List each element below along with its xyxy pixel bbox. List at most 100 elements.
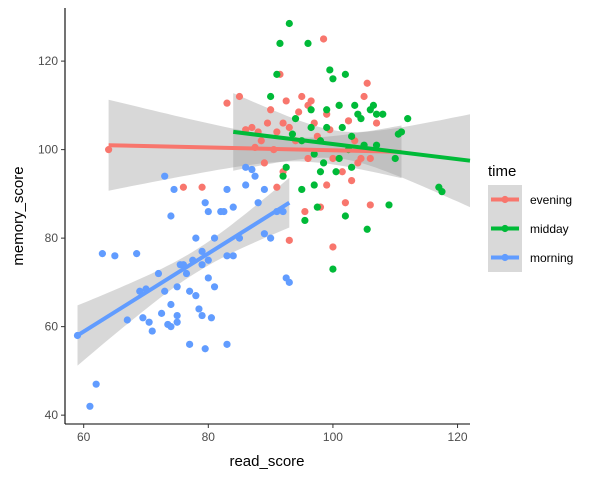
data-point-midday xyxy=(313,203,321,211)
data-point-morning xyxy=(133,250,141,258)
data-point-morning xyxy=(204,207,212,216)
data-point-morning xyxy=(111,252,119,260)
legend-marker-evening xyxy=(501,195,509,204)
data-point-evening xyxy=(366,154,374,163)
y-tick-label: 60 xyxy=(45,320,59,334)
data-point-evening xyxy=(298,92,306,101)
y-tick-label: 40 xyxy=(45,408,59,422)
data-point-morning xyxy=(285,278,293,286)
data-point-midday xyxy=(273,70,281,78)
data-point-midday xyxy=(267,92,275,101)
data-point-evening xyxy=(263,119,272,127)
data-point-morning xyxy=(182,269,191,278)
data-point-midday xyxy=(291,115,300,123)
data-point-evening xyxy=(366,201,374,209)
data-point-midday xyxy=(438,188,446,196)
data-point-midday xyxy=(341,212,349,220)
data-point-evening xyxy=(319,35,328,43)
data-point-midday xyxy=(332,168,340,176)
data-point-morning xyxy=(154,269,163,278)
data-point-morning xyxy=(148,327,156,335)
data-point-evening xyxy=(179,183,187,191)
data-point-evening xyxy=(344,117,353,125)
y-axis-title: memory_score xyxy=(10,166,27,265)
data-point-evening xyxy=(273,183,281,191)
data-point-midday xyxy=(307,106,315,114)
data-point-midday xyxy=(351,101,359,109)
data-point-midday xyxy=(357,115,365,123)
data-point-midday xyxy=(391,154,399,163)
data-point-midday xyxy=(369,101,378,109)
data-point-evening xyxy=(257,137,265,145)
data-point-midday xyxy=(335,154,343,163)
trend-line-evening xyxy=(108,143,402,154)
data-point-evening xyxy=(360,92,368,101)
data-point-morning xyxy=(161,172,169,180)
data-point-midday xyxy=(310,181,318,189)
data-point-evening xyxy=(372,119,381,127)
data-point-midday xyxy=(276,39,284,48)
data-point-morning xyxy=(139,314,147,322)
legend-label-morning: morning xyxy=(530,251,573,265)
data-point-midday xyxy=(397,128,406,136)
data-point-morning xyxy=(173,311,181,320)
x-tick-label: 100 xyxy=(323,430,343,444)
trend-lines xyxy=(76,129,471,338)
data-point-evening xyxy=(235,92,244,101)
data-point-morning xyxy=(170,185,178,194)
data-point-morning xyxy=(161,287,169,295)
data-point-morning xyxy=(204,256,212,264)
data-point-morning xyxy=(254,199,262,207)
data-point-evening xyxy=(304,154,312,163)
data-point-evening xyxy=(363,79,371,87)
data-point-morning xyxy=(201,345,209,353)
data-point-morning xyxy=(167,323,175,331)
data-point-evening xyxy=(282,97,290,105)
data-point-evening xyxy=(248,123,256,132)
data-point-morning xyxy=(192,292,200,300)
data-point-evening xyxy=(338,168,346,176)
data-point-morning xyxy=(210,234,219,242)
data-point-midday xyxy=(323,106,331,114)
data-point-morning xyxy=(195,305,203,313)
data-point-evening xyxy=(341,199,349,207)
data-point-morning xyxy=(204,274,212,282)
data-point-evening xyxy=(348,176,356,185)
data-point-midday xyxy=(298,185,306,194)
data-point-evening xyxy=(295,108,303,116)
data-point-evening xyxy=(329,243,337,251)
data-point-evening xyxy=(323,181,331,189)
data-point-morning xyxy=(145,318,153,326)
data-point-evening xyxy=(279,119,287,127)
data-point-morning xyxy=(123,316,131,324)
data-point-morning xyxy=(242,163,250,171)
legend-label-evening: evening xyxy=(530,193,572,207)
data-point-morning xyxy=(220,207,228,216)
data-point-midday xyxy=(326,66,334,74)
data-point-midday xyxy=(372,141,381,149)
data-point-morning xyxy=(198,311,206,320)
data-point-morning xyxy=(223,340,231,348)
x-axis-title: read_score xyxy=(229,453,304,470)
data-point-midday xyxy=(363,225,371,233)
data-point-morning xyxy=(251,172,259,180)
data-point-morning xyxy=(192,234,200,242)
data-point-morning xyxy=(223,252,231,260)
data-point-morning xyxy=(167,300,175,309)
data-point-evening xyxy=(198,183,206,191)
data-point-morning xyxy=(167,212,175,220)
trend-bands xyxy=(77,93,470,366)
data-point-morning xyxy=(260,185,268,194)
y-tick-label: 120 xyxy=(38,54,58,68)
data-point-morning xyxy=(98,250,106,258)
data-point-evening xyxy=(357,154,365,163)
data-point-midday xyxy=(341,70,349,78)
data-point-evening xyxy=(285,123,293,132)
data-point-morning xyxy=(92,380,100,388)
data-point-morning xyxy=(210,283,219,291)
data-point-morning xyxy=(186,340,194,348)
data-point-midday xyxy=(348,163,356,171)
data-point-midday xyxy=(379,110,387,118)
data-point-midday xyxy=(288,130,297,138)
data-point-morning xyxy=(173,318,181,326)
